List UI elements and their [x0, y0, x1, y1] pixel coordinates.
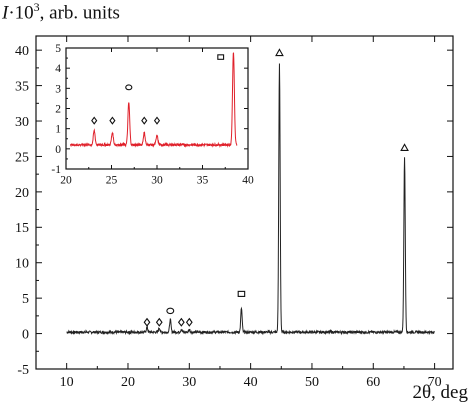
y-axis-label-exp: 3: [33, 0, 40, 14]
main-marker-diamond: [185, 317, 193, 327]
main-marker-circle: [166, 307, 175, 315]
inset-x-tick-label: 40: [242, 175, 254, 187]
main-x-tick-label: 40: [244, 375, 258, 390]
main-y-tick-label: 30: [15, 115, 29, 130]
main-marker-triangle: [400, 143, 409, 152]
inset-x-tick-label: 25: [106, 175, 118, 187]
y-axis-label: I·103, arb. units: [2, 0, 120, 24]
main-x-tick-label: 60: [366, 375, 380, 390]
inset-x-tick-label: 20: [60, 175, 72, 187]
inset-x-ticks: 20 25 30 35 40: [60, 48, 254, 187]
main-x-tick-label: 50: [305, 375, 319, 390]
main-marker-triangle: [275, 48, 284, 57]
inset-y-tick-label: -1: [51, 164, 61, 176]
y-axis-label-symbol: I: [2, 2, 9, 24]
inset-marker-diamond: [141, 116, 148, 125]
inset-series-line: [70, 52, 238, 148]
inset-y-tick-label: 2: [55, 104, 61, 116]
inset-plot-area: [65, 47, 249, 170]
inset-marker-circle: [125, 84, 133, 91]
inset-y-ticks: -1 0 1 2 3 4 5: [51, 43, 248, 176]
inset-marker-diamond: [153, 116, 161, 125]
inset-axes-frame: [65, 47, 249, 170]
inset-y-tick-label: 3: [55, 83, 61, 95]
main-x-tick-label: 20: [121, 375, 135, 390]
main-y-tick-label: 25: [15, 150, 29, 165]
main-y-tick-label: 15: [15, 221, 29, 236]
main-y-tick-label: 10: [15, 257, 29, 272]
inset-y-tick-label: 4: [55, 63, 61, 75]
main-y-tick-label: 0: [22, 327, 29, 342]
inset-series: [70, 52, 238, 148]
main-marker-diamond: [155, 317, 163, 327]
main-y-tick-label: 20: [15, 186, 29, 201]
main-x-tick-label: 10: [60, 375, 74, 390]
main-peak-markers: [143, 48, 409, 327]
inset-peak-markers: [91, 54, 225, 125]
inset-y-tick-label: 5: [55, 43, 61, 55]
inset-marker-diamond: [109, 116, 116, 125]
main-x-tick-label: 70: [428, 375, 442, 390]
y-axis-label-mult: ·10: [8, 2, 34, 24]
main-y-tick-label: 40: [15, 44, 29, 59]
main-y-tick-label: -5: [17, 363, 29, 378]
inset-x-tick-label: 30: [151, 175, 163, 187]
main-series: [66, 63, 435, 336]
inset-x-tick-label: 35: [197, 175, 209, 187]
main-x-tick-label: 30: [182, 375, 196, 390]
main-y-tick-label: 35: [15, 79, 29, 94]
main-y-tick-label: 5: [22, 292, 29, 307]
inset-y-tick-label: 0: [55, 144, 61, 156]
main-marker-diamond: [143, 317, 151, 327]
inset-marker-square: [217, 54, 225, 60]
main-series-line: [66, 63, 435, 336]
inset-marker-diamond: [91, 116, 98, 125]
main-marker-square: [237, 290, 246, 297]
main-marker-diamond: [177, 317, 185, 327]
inset-y-tick-label: 1: [55, 124, 61, 136]
inset-plot: -1 0 1 2 3 4 5 20 25 30 35 40: [51, 43, 254, 186]
main-x-ticks: 10 20 30 40 50 60 70: [60, 36, 442, 390]
y-axis-label-units: , arb. units: [39, 2, 120, 24]
x-axis-label: 2θ, deg: [412, 382, 468, 403]
